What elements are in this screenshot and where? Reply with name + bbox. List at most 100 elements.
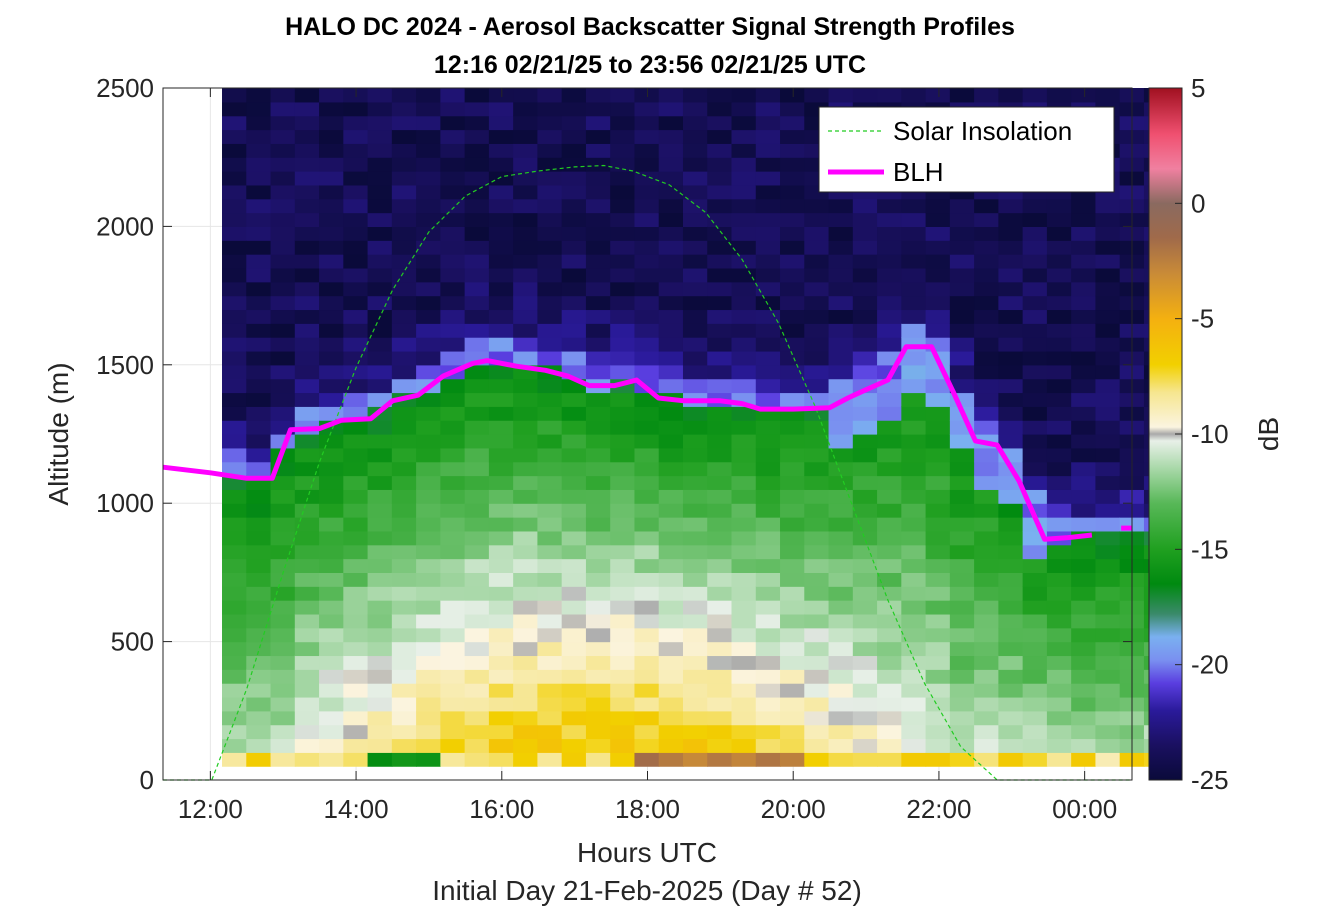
heatmap-cell <box>367 613 393 629</box>
heatmap-cell <box>464 489 490 504</box>
heatmap-cell <box>537 350 563 366</box>
heatmap-cell <box>391 88 417 103</box>
heatmap-cell <box>246 198 272 214</box>
heatmap-cell <box>828 364 854 380</box>
heatmap-cell <box>513 724 539 740</box>
heatmap-cell <box>246 115 272 131</box>
heatmap-cell <box>416 503 441 518</box>
heatmap-cell <box>852 420 878 435</box>
heatmap-cell <box>222 696 247 712</box>
heatmap-cell <box>610 586 636 601</box>
heatmap-cell <box>755 88 781 103</box>
heatmap-cell <box>731 572 757 587</box>
heatmap-cell <box>246 447 272 463</box>
heatmap-cell <box>901 447 927 463</box>
heatmap-cell <box>222 544 247 560</box>
heatmap-cell <box>949 281 975 297</box>
heatmap-cell <box>391 281 417 297</box>
heatmap-cell <box>367 420 393 435</box>
heatmap-cell <box>804 586 830 601</box>
heatmap-cell <box>998 198 1024 214</box>
heatmap-cell <box>828 738 854 753</box>
heatmap-cell <box>246 364 272 380</box>
heatmap-cell <box>1046 655 1072 670</box>
heatmap-cell <box>488 337 514 352</box>
heatmap-cell <box>1022 88 1048 103</box>
heatmap-cell <box>488 696 514 712</box>
heatmap-cell <box>464 641 490 657</box>
heatmap-cell <box>585 309 611 324</box>
heatmap-cell <box>877 627 902 643</box>
heatmap-cell <box>416 309 441 324</box>
heatmap-cell <box>246 738 272 753</box>
heatmap-cell <box>731 350 757 366</box>
heatmap-cell <box>1022 696 1048 712</box>
heatmap-cell <box>682 129 708 144</box>
heatmap-cell <box>682 558 708 573</box>
heatmap-cell <box>416 613 441 629</box>
heatmap-cell <box>634 627 660 643</box>
heatmap-cell <box>391 503 417 518</box>
heatmap-cell <box>901 669 927 684</box>
heatmap-cell <box>658 350 684 366</box>
heatmap-cell <box>488 129 514 144</box>
heatmap-cell <box>828 627 854 643</box>
heatmap-cell <box>925 461 951 477</box>
heatmap-cell <box>998 364 1024 380</box>
y-tick-label: 500 <box>111 627 154 657</box>
heatmap-cell <box>682 489 708 504</box>
heatmap-cell <box>949 337 975 352</box>
heatmap-cell <box>464 157 490 172</box>
heatmap-cell <box>537 696 563 712</box>
heatmap-cell <box>270 392 296 407</box>
heatmap-cell <box>780 226 805 241</box>
heatmap-cell <box>852 267 878 283</box>
heatmap-cell <box>925 683 951 698</box>
heatmap-cell <box>974 350 999 366</box>
heatmap-cell <box>561 447 587 463</box>
heatmap-cell <box>634 281 660 297</box>
heatmap-cell <box>731 738 757 753</box>
heatmap-cell <box>804 517 830 532</box>
heatmap-cell <box>949 724 975 740</box>
heatmap-cell <box>367 558 393 573</box>
heatmap-cell <box>222 752 247 767</box>
heatmap-cell <box>707 752 733 767</box>
heatmap-cell <box>925 281 951 297</box>
heatmap-cell <box>585 254 611 269</box>
heatmap-cell <box>1046 212 1072 227</box>
heatmap-cell <box>391 129 417 144</box>
heatmap-cell <box>537 281 563 297</box>
heatmap-cell <box>294 226 320 241</box>
heatmap-cell <box>416 724 441 740</box>
heatmap-cell <box>440 212 466 227</box>
heatmap-cell <box>804 503 830 518</box>
heatmap-cell <box>877 323 902 338</box>
heatmap-cell <box>561 683 587 698</box>
heatmap-cell <box>949 489 975 504</box>
heatmap-cell <box>610 350 636 366</box>
heatmap-cell <box>901 572 927 587</box>
heatmap-cell <box>246 392 272 407</box>
heatmap-cell <box>1046 254 1072 269</box>
heatmap-cell <box>416 627 441 643</box>
y-tick-label: 2500 <box>96 73 154 103</box>
heatmap-cell <box>780 586 805 601</box>
heatmap-cell <box>343 434 369 449</box>
heatmap-cell <box>755 350 781 366</box>
heatmap-cell <box>246 696 272 712</box>
heatmap-cell <box>294 696 320 712</box>
heatmap-cell <box>537 572 563 587</box>
heatmap-cell <box>998 544 1024 560</box>
heatmap-cell <box>949 669 975 684</box>
heatmap-cell <box>852 364 878 380</box>
heatmap-cell <box>1095 240 1121 255</box>
heatmap-cell <box>682 752 708 767</box>
heatmap-cell <box>610 184 636 200</box>
heatmap-cell <box>464 171 490 186</box>
heatmap-cell <box>222 627 247 643</box>
heatmap-cell <box>1046 683 1072 698</box>
heatmap-cell <box>1071 392 1097 407</box>
heatmap-cell <box>780 655 805 670</box>
